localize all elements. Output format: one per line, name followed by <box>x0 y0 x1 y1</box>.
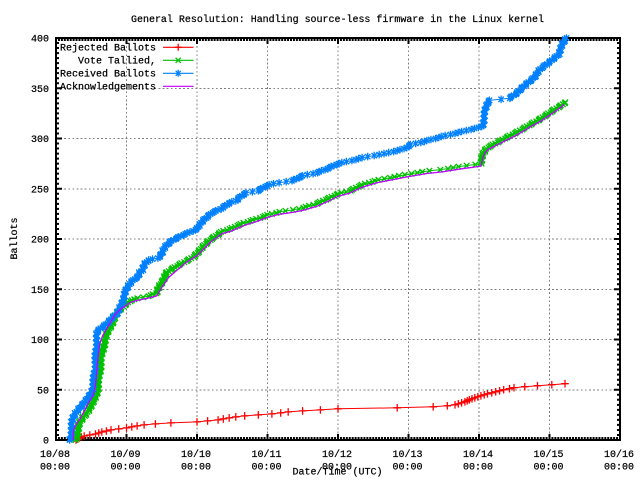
svg-text:Rejected Ballots: Rejected Ballots <box>60 43 156 55</box>
svg-text:400: 400 <box>31 35 49 46</box>
svg-text:00:00: 00:00 <box>322 462 352 473</box>
svg-text:10/11: 10/11 <box>251 449 281 461</box>
svg-text:10/09: 10/09 <box>110 449 140 461</box>
svg-text:00:00: 00:00 <box>533 462 563 473</box>
svg-text:10/16: 10/16 <box>604 449 634 461</box>
svg-text:250: 250 <box>31 185 49 196</box>
svg-text:00:00: 00:00 <box>251 462 281 473</box>
svg-text:350: 350 <box>31 85 49 96</box>
svg-text:00:00: 00:00 <box>40 462 70 473</box>
svg-text:Date/Time (UTC): Date/Time (UTC) <box>292 467 382 479</box>
svg-text:10/14: 10/14 <box>463 449 493 461</box>
svg-text:150: 150 <box>31 286 49 297</box>
svg-text:00:00: 00:00 <box>181 462 211 473</box>
svg-text:0: 0 <box>43 437 49 448</box>
svg-text:00:00: 00:00 <box>463 462 493 473</box>
svg-text:10/12: 10/12 <box>322 449 352 461</box>
svg-text:00:00: 00:00 <box>392 462 422 473</box>
svg-text:Acknowledgements: Acknowledgements <box>60 82 156 94</box>
svg-text:50: 50 <box>37 386 49 397</box>
svg-text:00:00: 00:00 <box>110 462 140 473</box>
svg-text:10/10: 10/10 <box>181 449 211 461</box>
svg-text:10/08: 10/08 <box>40 449 70 461</box>
svg-text:100: 100 <box>31 336 49 347</box>
svg-text:Received Ballots: Received Ballots <box>60 69 156 81</box>
svg-text:200: 200 <box>31 236 49 247</box>
svg-text:General Resolution: Handling s: General Resolution: Handling source-less… <box>131 14 544 26</box>
svg-text:00:00: 00:00 <box>604 462 634 473</box>
svg-text:10/13: 10/13 <box>392 449 422 461</box>
svg-text:10/15: 10/15 <box>533 449 563 461</box>
svg-text:Ballots: Ballots <box>9 217 21 259</box>
svg-text:300: 300 <box>31 135 49 146</box>
svg-text:Vote Tallied,: Vote Tallied, <box>78 56 156 68</box>
